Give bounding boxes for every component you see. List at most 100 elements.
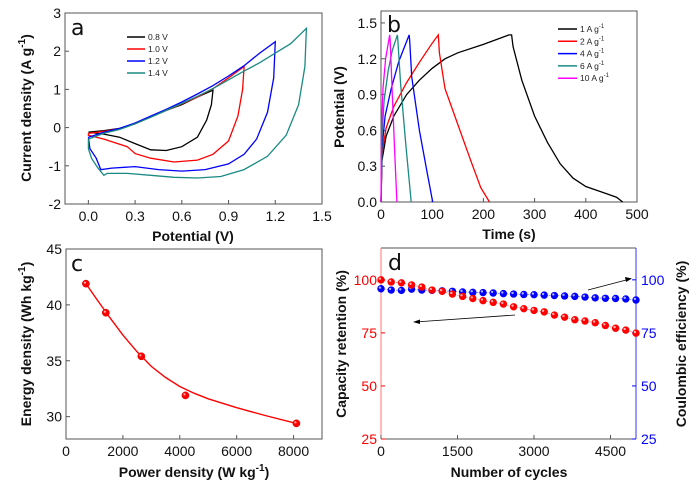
panel-c-ragone-plot: c 0 2000 4000 6000 8000 30 35 40 45 Power densi… [17,241,323,480]
x-tick-label: 0.3 [125,208,145,224]
data-point-highlight [294,421,297,424]
panel-c-label: c [71,252,83,277]
capacity-point [397,279,406,287]
x-tick-label: 3000 [518,443,549,459]
gcd-curve [380,33,491,203]
y-tick-label: 1 [53,81,61,97]
capacity-point [377,276,385,284]
panel-b-legend: 1 A g-1 2 A g-1 4 A g-1 6 A g-1 10 A g-1 [558,24,610,83]
point-highlight [572,294,575,297]
efficiency-point [397,286,406,295]
capacity-point [550,311,559,319]
legend-label: 0.8 V [148,32,168,42]
data-point-highlight [183,393,186,396]
x-tick-label: 0 [377,443,385,459]
efficiency-point [387,286,395,294]
panel-a-y-ticks: -2 -1 0 1 2 3 [49,5,69,212]
gcd-curve [380,34,398,203]
x-tick-label: 200 [472,206,496,222]
cv-curve-1p2V [87,40,277,172]
panel-a-y-title-sup: -1 [17,38,28,47]
point-highlight [480,290,484,293]
efficiency-point [601,294,610,302]
capacity-point [581,317,589,325]
point-highlight [531,308,535,311]
efficiency-point [622,295,630,303]
x-tick-label: 0.0 [79,208,99,224]
point-highlight [521,292,524,295]
panel-a-y-title-main: Current density (A g [18,48,34,182]
point-highlight [572,317,575,320]
y-tick-label: 3 [53,5,61,21]
x-tick-label: 6000 [221,443,252,459]
panel-d-y-axis-title-left: Capacity retention (%) [333,270,349,418]
panel-c-series [82,279,301,428]
panel-b-series [380,33,624,203]
x-tick-label: 8000 [278,443,309,459]
efficiency-point [632,296,640,304]
legend-label: 1.4 V [148,68,168,78]
capacity-point [479,296,487,305]
data-point [82,279,90,288]
efficiency-point [489,289,497,297]
capacity-point [428,286,436,294]
panel-a-y-title-tail: ) [18,34,34,39]
panel-b-y-axis-title: Potential (V) [331,66,347,148]
x-tick-label: 300 [523,206,547,222]
data-point-highlight [83,281,87,284]
panel-c-x-ticks: 0 2000 4000 6000 8000 [62,435,309,459]
panel-c-plot-frame [65,248,323,440]
point-highlight [399,280,402,283]
point-highlight [501,301,504,305]
point-highlight [582,318,586,322]
y-tick-label: 0.0 [358,194,378,210]
gcd-curve [380,34,412,203]
panel-d-arrows [413,277,632,324]
y-tick-label: 50 [641,378,657,394]
y-tick-label: 2 [53,43,61,59]
point-highlight [592,320,596,323]
point-highlight [541,292,545,296]
efficiency-point [509,290,518,298]
capacity-point [499,300,508,308]
efficiency-point [560,292,569,300]
point-highlight [429,287,433,291]
panel-c-x-title-sup: -1 [256,463,265,474]
legend-label: 10 A g-1 [580,73,610,83]
point-highlight [460,289,463,293]
efficiency-point [479,288,487,297]
y-tick-label: 50 [361,378,377,394]
point-highlight [470,296,473,299]
panel-a-label: a [71,16,84,41]
y-tick-label: 30 [46,409,62,425]
panel-c-x-axis-title: Power density (W kg-1) [119,463,270,480]
x-tick-label: 2000 [107,443,138,459]
point-highlight [521,306,524,309]
point-highlight [378,277,382,280]
gcd-curve [380,34,434,203]
point-highlight [633,330,637,334]
panel-c-y-axis-title: Energy density (Wh kg-1) [17,262,34,427]
capacity-point [632,329,640,337]
data-point-highlight [103,310,106,313]
cv-curve-1p4V [87,26,308,179]
point-highlight [480,298,484,301]
x-tick-label: 0.6 [172,208,192,224]
x-tick-label: 1.5 [312,208,332,224]
capacity-point [438,287,446,295]
y-tick-label: 1.5 [358,15,378,31]
panel-b-x-ticks: 0 100 200 300 400 500 [377,198,649,222]
y-tick-label: 1.2 [358,51,378,67]
x-tick-label: 4500 [595,443,626,459]
efficiency-point [550,291,559,300]
y-tick-label: 0.3 [358,158,378,174]
panel-a-cv-curves: a 0.0 0.3 0.6 0.9 1.2 1.5 -2 -1 0 1 2 3 0.8 V 1.0 V… [17,5,332,244]
y-tick-label: 75 [641,325,657,341]
panel-a-legend: 0.8 V 1.0 V 1.2 V 1.4 V [127,32,168,78]
data-point [181,391,190,400]
x-tick-label: 1500 [442,443,473,459]
panel-c-x-title-main: Power density (W kg [119,464,256,480]
x-tick-label: 0 [62,443,70,459]
point-highlight [501,291,504,294]
